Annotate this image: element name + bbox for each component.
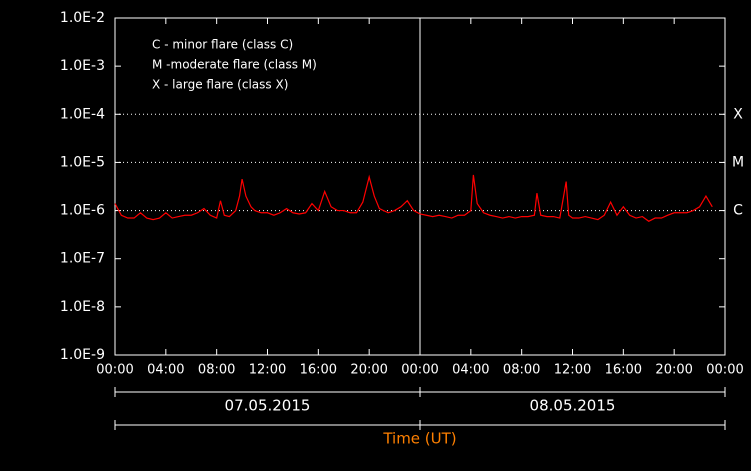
x-tick-label: 04:00: [452, 363, 489, 378]
x-tick-label: 20:00: [350, 363, 387, 378]
flux-line: [114, 174, 713, 222]
x-tick-label: 00:00: [706, 363, 743, 378]
y-tick-label: 1.0E-6: [60, 203, 105, 219]
x-tick-label: 16:00: [605, 363, 642, 378]
y-tick-label: 1.0E-9: [60, 347, 105, 363]
y-tick-label: 1.0E-2: [60, 10, 105, 26]
y-tick-label: 1.0E-5: [60, 154, 105, 170]
y-tick-label: 1.0E-7: [60, 251, 105, 267]
y-tick-label: 1.0E-3: [60, 58, 105, 74]
x-tick-label: 08:00: [503, 363, 540, 378]
x-tick-label: 04:00: [147, 363, 184, 378]
class-level-label: M: [732, 154, 744, 170]
x-tick-label: 16:00: [300, 363, 337, 378]
x-tick-label: 08:00: [198, 363, 235, 378]
x-tick-label: 00:00: [96, 363, 133, 378]
date-label: 07.05.2015: [225, 397, 311, 415]
legend-note: X - large flare (class X): [152, 78, 288, 92]
legend-note: C - minor flare (class C): [152, 38, 293, 52]
x-tick-label: 12:00: [554, 363, 591, 378]
x-tick-label: 12:00: [249, 363, 286, 378]
date-label: 08.05.2015: [530, 397, 616, 415]
x-tick-label: 00:00: [401, 363, 438, 378]
x-axis-label: Time (UT): [382, 430, 456, 448]
class-level-label: X: [733, 106, 743, 122]
x-tick-label: 20:00: [655, 363, 692, 378]
class-level-label: C: [733, 203, 743, 219]
legend-note: M -moderate flare (class M): [152, 58, 317, 72]
y-tick-label: 1.0E-4: [60, 106, 105, 122]
y-tick-label: 1.0E-8: [60, 299, 105, 315]
